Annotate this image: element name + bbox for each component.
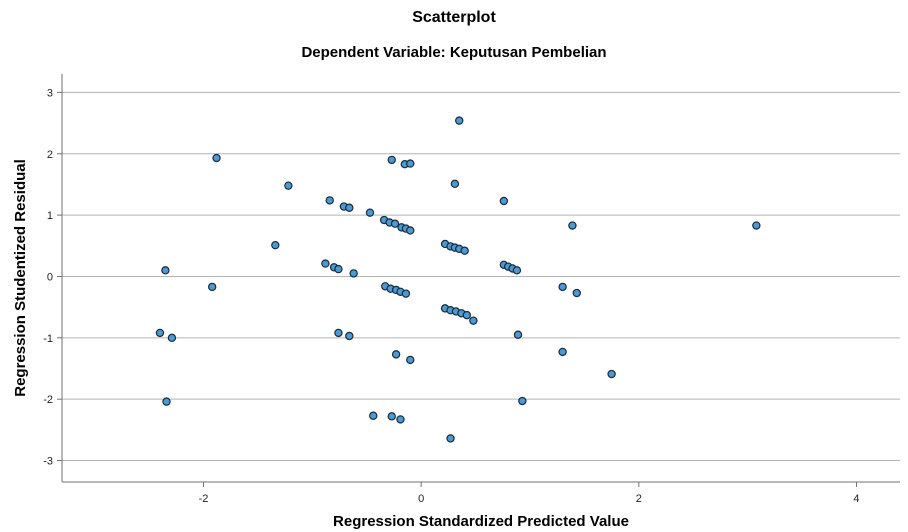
data-point <box>345 331 354 341</box>
data-point <box>212 153 221 163</box>
chart-subtitle: Dependent Variable: Keputusan Pembelian <box>301 44 606 61</box>
data-point <box>469 316 478 325</box>
data-point <box>369 411 378 420</box>
gridlines <box>62 91 900 462</box>
data-point <box>390 219 400 228</box>
x-tick-label: 0 <box>418 493 424 505</box>
data-point <box>387 412 396 421</box>
data-point <box>450 179 460 189</box>
x-tick-label: -2 <box>199 493 209 505</box>
data-point <box>513 330 523 339</box>
y-axis-ticks: 3 2 1 0 -1 -2 -3 <box>43 87 62 468</box>
data-point <box>334 328 343 338</box>
data-point <box>321 259 330 268</box>
y-tick-label: -1 <box>43 333 53 345</box>
data-point <box>572 288 581 298</box>
data-point <box>345 203 354 212</box>
x-axis-ticks: -2 0 2 4 <box>199 482 860 505</box>
data-point <box>460 246 469 255</box>
data-point <box>558 282 567 292</box>
chart-title: Scatterplot <box>412 9 496 26</box>
data-point <box>162 397 171 406</box>
y-tick-label: 1 <box>47 210 53 222</box>
data-point <box>406 355 415 365</box>
data-point <box>161 266 170 275</box>
data-point <box>558 347 567 357</box>
y-tick-label: 0 <box>47 271 53 283</box>
data-point <box>401 289 411 298</box>
y-tick-label: 3 <box>47 87 53 99</box>
data-point <box>752 221 761 230</box>
data-point <box>406 159 415 168</box>
y-tick-label: 2 <box>47 149 53 161</box>
data-point <box>406 226 415 235</box>
data-point <box>512 266 522 275</box>
data-point <box>167 333 177 343</box>
data-point <box>455 116 464 125</box>
data-point <box>391 350 401 359</box>
data-point <box>349 269 358 278</box>
data-point <box>499 196 509 206</box>
x-axis-label: Regression Standardized Predicted Value <box>333 513 629 530</box>
data-point <box>325 196 334 205</box>
data-point <box>271 240 280 250</box>
data-point <box>334 264 343 274</box>
data-point <box>568 221 577 230</box>
data-point <box>155 328 165 338</box>
y-tick-label: -3 <box>43 456 53 468</box>
x-tick-label: 2 <box>636 493 642 505</box>
y-tick-label: -2 <box>43 394 53 406</box>
data-point <box>462 310 472 320</box>
data-point <box>446 434 455 443</box>
data-point <box>607 369 616 379</box>
data-points <box>155 116 761 443</box>
data-point <box>396 415 405 424</box>
y-axis-label: Regression Studentized Residual <box>12 159 29 397</box>
data-point <box>207 282 217 292</box>
data-point <box>518 396 527 406</box>
x-tick-label: 4 <box>853 493 859 505</box>
data-point <box>387 155 396 165</box>
data-point <box>284 181 293 190</box>
data-point <box>365 208 375 217</box>
